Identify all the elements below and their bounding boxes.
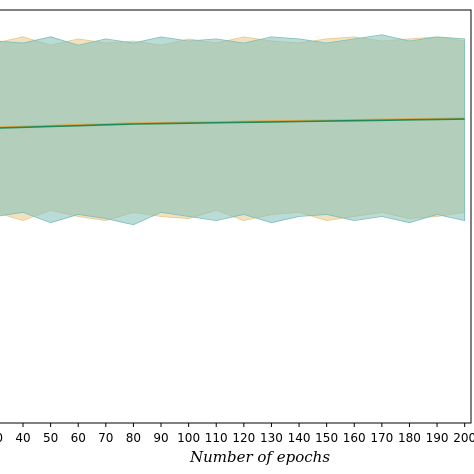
line	[0, 118, 465, 129]
x-tick-label: 120	[232, 431, 255, 445]
x-tick-label: 150	[315, 431, 338, 445]
x-tick-label: 190	[426, 431, 449, 445]
x-tick-label: 180	[398, 431, 421, 445]
line	[0, 117, 465, 128]
x-tick-label: 140	[288, 431, 311, 445]
band	[0, 34, 466, 226]
x-tick-label: 160	[343, 431, 366, 445]
x-tick-label: 50	[43, 431, 58, 445]
x-tick-label: 70	[98, 431, 113, 445]
x-axis-label: Number of epochs	[189, 448, 330, 466]
x-tick-label: 200	[453, 431, 474, 445]
x-tick-label: 100	[177, 431, 200, 445]
x-tick-label: 170	[370, 431, 393, 445]
plot-frame	[0, 9, 472, 424]
x-tick-label: 30	[0, 431, 3, 445]
x-tick-label: 60	[71, 431, 86, 445]
x-tick-label: 130	[260, 431, 283, 445]
x-tick-label: 40	[15, 431, 30, 445]
x-tick-label: 90	[153, 431, 168, 445]
x-tick-label: 80	[126, 431, 141, 445]
x-tick-label: 110	[205, 431, 228, 445]
